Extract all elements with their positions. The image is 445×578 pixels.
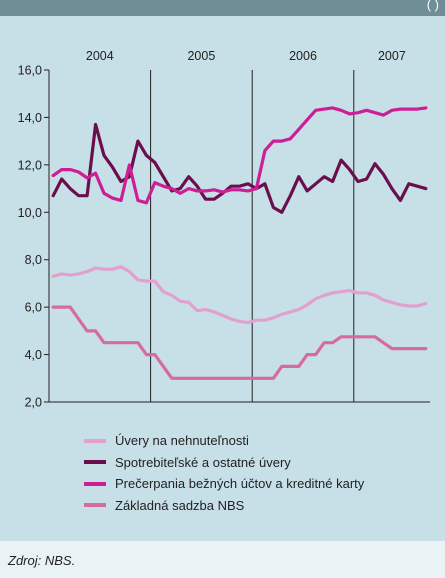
legend-label: Úvery na nehnuteľnosti [115, 433, 249, 448]
legend-swatch [84, 482, 106, 486]
year-label-2004: 2004 [86, 49, 114, 63]
legend: Úvery na nehnuteľnosti Spotrebiteľské a o… [84, 430, 364, 516]
series-line-1 [53, 267, 426, 323]
y-tick-labels: 16,0 14,0 12,0 10,0 8,0 6,0 4,0 2,0 [18, 64, 49, 410]
source-note: Zdroj: NBS. [8, 553, 75, 568]
series-line-4 [53, 307, 426, 378]
year-boundary-lines [151, 70, 354, 402]
header-bar: ( ) [0, 0, 445, 16]
y-tick-label: 2,0 [25, 396, 42, 410]
legend-swatch [84, 439, 106, 443]
y-tick-label: 6,0 [25, 301, 42, 315]
series-line-2 [53, 125, 426, 213]
year-labels: 2004 2005 2006 2007 [86, 49, 406, 63]
legend-label: Spotrebiteľské a ostatné úvery [115, 455, 291, 470]
year-label-2007: 2007 [378, 49, 406, 63]
line-chart: 2004 2005 2006 2007 16,0 14,0 12,0 10,0 8,0 6,0 4… [0, 16, 445, 416]
legend-label: Prečerpania bežných účtov a kreditné kar… [115, 476, 364, 491]
y-tick-label: 8,0 [25, 253, 42, 267]
legend-item-1: Úvery na nehnuteľnosti [84, 430, 364, 452]
footer: Zdroj: NBS. [0, 541, 445, 578]
y-tick-label: 16,0 [18, 64, 42, 78]
corner-mark: ( ) [427, 0, 439, 12]
y-tick-label: 4,0 [25, 348, 42, 362]
y-tick-label: 14,0 [18, 111, 42, 125]
series-lines [53, 108, 426, 378]
legend-item-4: Základná sadzba NBS [84, 495, 364, 517]
year-label-2006: 2006 [289, 49, 317, 63]
legend-item-2: Spotrebiteľské a ostatné úvery [84, 452, 364, 474]
axes [49, 70, 430, 402]
year-label-2005: 2005 [187, 49, 215, 63]
legend-swatch [84, 503, 106, 507]
series-line-3 [53, 108, 426, 203]
legend-label: Základná sadzba NBS [115, 498, 244, 513]
legend-item-3: Prečerpania bežných účtov a kreditné kar… [84, 473, 364, 495]
y-tick-label: 12,0 [18, 158, 42, 172]
y-tick-label: 10,0 [18, 206, 42, 220]
legend-swatch [84, 460, 106, 464]
